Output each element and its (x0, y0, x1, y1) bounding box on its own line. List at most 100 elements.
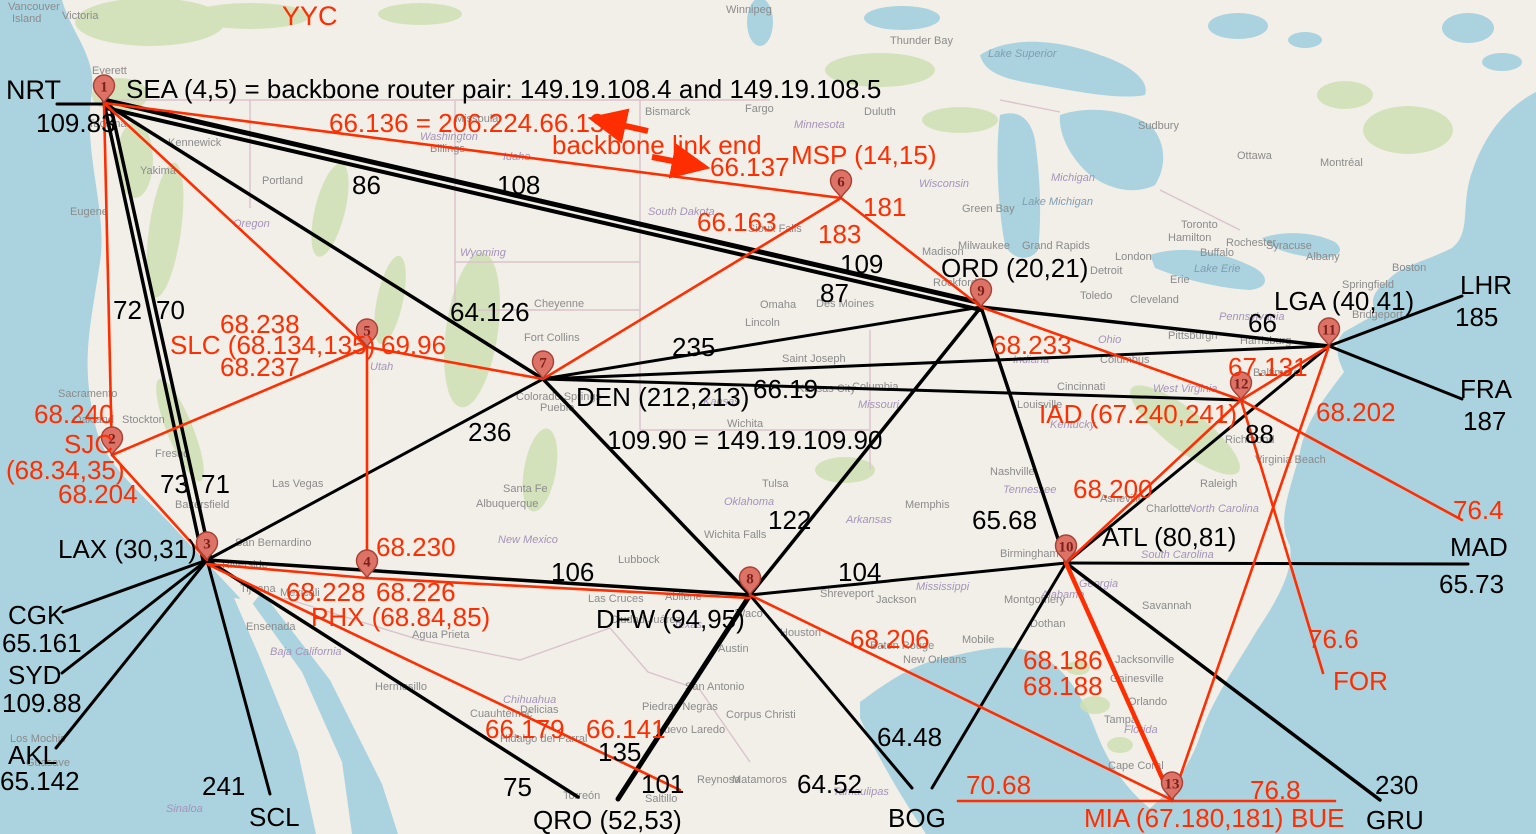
map-label: Lubbock (618, 554, 660, 566)
node-label-LAX: LAX (30,31) (58, 534, 197, 564)
link-label: AKL (8, 740, 57, 770)
map-label: Charlotte (1146, 503, 1191, 515)
edge-atl-mia (1063, 560, 1175, 803)
map-label: Memphis (905, 499, 950, 511)
pin-SLC[interactable]: 5 (355, 318, 379, 349)
pin-SJC[interactable]: 2 (100, 426, 124, 457)
edge-dfw-mia (748, 593, 1174, 802)
map-label: Erie (1170, 274, 1190, 286)
edge-lax-qro-red (207, 563, 682, 792)
pin-DEN[interactable]: 7 (531, 350, 555, 381)
node-label-IAD: IAD (67.240,241) (1039, 399, 1237, 429)
map-label: Delicias (520, 704, 559, 716)
link-label: 135 (598, 737, 641, 767)
link-label: 181 (863, 192, 906, 222)
map-label: Las Cruces (588, 593, 644, 605)
map-label: Reynosa (697, 774, 741, 786)
link-label: 66.141 (586, 714, 666, 744)
map-label: Tamaulipas (833, 786, 889, 798)
pin-MSP[interactable]: 6 (829, 169, 853, 200)
edge-lga-iad (1239, 344, 1331, 402)
edge-atl-mad-stub (1064, 561, 1470, 566)
pin-LGA[interactable]: 11 (1317, 317, 1341, 348)
link-label: FOR (1333, 666, 1388, 696)
map-label: Kentucky (1050, 419, 1097, 431)
map-label: Stockton (122, 414, 165, 426)
link-label: CGK (8, 600, 65, 630)
map-label: New Mexico (498, 534, 558, 546)
map-label: Victoria (62, 10, 99, 22)
map-label: Rockford (933, 277, 977, 289)
edge-sjc-lax (110, 453, 209, 562)
link-label: 65.73 (1439, 569, 1504, 599)
map-label: Houston (780, 627, 821, 639)
edge-lax-scl-stub (205, 558, 272, 796)
link-label: 68.186 (1023, 645, 1103, 675)
map-label: Vancouver (8, 1, 60, 13)
map-label: Jacksonville (1115, 654, 1174, 666)
map-label: Springfield (1342, 279, 1394, 291)
link-label: 69.96 (381, 330, 446, 360)
pin-ORD[interactable]: 9 (969, 278, 993, 309)
pin-marker-icon (1229, 371, 1253, 402)
edge-msp-den (541, 196, 843, 381)
link-label: 68.238 (220, 309, 300, 339)
pin-marker-icon (195, 531, 219, 562)
map-label: Cheyenne (534, 298, 584, 310)
map-label: Boston (1392, 262, 1426, 274)
link-label: 187 (1463, 406, 1506, 436)
link-label: 109.83 (36, 108, 116, 138)
map-label: Wyoming (460, 247, 507, 259)
link-label: YYC (282, 1, 338, 31)
pin-PHX[interactable]: 4 (355, 549, 379, 580)
map-label: Wisconsin (919, 178, 969, 190)
map-label: Gainesville (1110, 673, 1164, 685)
link-label: 65.161 (2, 628, 82, 658)
map-label: Albuquerque (476, 498, 538, 510)
map-label: Milwaukee (958, 240, 1010, 252)
map-label: Tampa (1104, 714, 1138, 726)
pin-ATL[interactable]: 10 (1054, 534, 1078, 565)
map-label: Oklahoma (724, 496, 774, 508)
link-label: 71 (201, 469, 230, 499)
map-label: Lincoln (745, 317, 780, 329)
map-label: Birmingham (1000, 548, 1059, 560)
edge-lga-mia (1170, 344, 1331, 802)
edge-den-dfw (541, 377, 752, 597)
edge-phx-dfw (365, 576, 752, 600)
map-label: Jackson (876, 594, 916, 606)
map-label: Everett (92, 65, 127, 77)
map-label: Ensenada (246, 621, 296, 633)
pin-number: 9 (977, 284, 985, 300)
link-label: 70.68 (966, 770, 1031, 800)
map-label: Hamilton (1168, 232, 1211, 244)
map-label: Santa Fe (503, 483, 548, 495)
pin-IAD[interactable]: 12 (1229, 371, 1253, 402)
link-label: 230 (1375, 770, 1418, 800)
pin-SEA[interactable]: 1 (92, 74, 116, 105)
node-label-DFW: DFW (94,95) (596, 604, 745, 634)
map-label: Saltillo (645, 793, 677, 805)
pin-marker-icon (829, 169, 853, 200)
edge-sea-msp (102, 101, 843, 200)
map-label: Des Moines (816, 298, 875, 310)
map-label: Richmond (1225, 434, 1275, 446)
link-label: 68.204 (58, 479, 138, 509)
edge-sea-ord-2 (104, 106, 983, 312)
node-label-MSP: MSP (14,15) (791, 140, 936, 170)
map-label: Pennsylvania (1219, 311, 1284, 323)
link-label: 76.6 (1308, 624, 1359, 654)
map-label: New Orleans (903, 654, 967, 666)
map-label: Fresno (155, 448, 189, 460)
pin-MIA[interactable]: 13 (1160, 771, 1184, 802)
link-label: 65.142 (0, 766, 80, 796)
network-edges (54, 97, 1470, 803)
link-label: 70 (156, 295, 185, 325)
edge-iad-764-stub (1239, 398, 1464, 522)
map-label: Tennessee (1003, 484, 1056, 496)
pin-DFW[interactable]: 8 (738, 566, 762, 597)
link-label: 86 (352, 170, 381, 200)
pin-LAX[interactable]: 3 (195, 531, 219, 562)
